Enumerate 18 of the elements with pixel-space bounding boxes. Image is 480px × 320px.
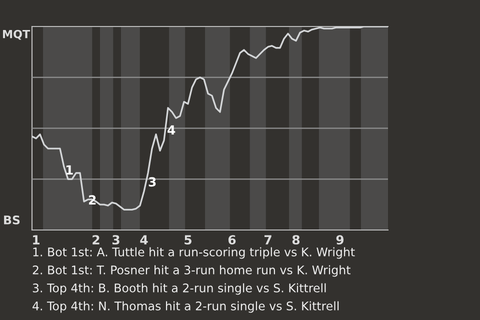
annotation: 1 (66, 165, 73, 174)
x-tick-label: 1 (33, 235, 40, 244)
text: BS (4, 215, 20, 224)
x-tick-label: 8 (292, 235, 300, 245)
x-tick-label: 5 (184, 235, 192, 245)
text: 4. Top 4th: N. Thomas hit a 2-run single vs S. Kittrell (32, 301, 339, 313)
x-tick-label: 4 (140, 235, 148, 244)
text: 1. Bot 1st: A. Tuttle hit a run-scoring triple vs K. Wright (33, 247, 355, 259)
annotation: 3 (148, 177, 156, 187)
x-tick-label: 7 (264, 235, 272, 244)
text: 2. Bot 1st: T. Posner hit a 3-run home run vs K. Wright (32, 265, 350, 277)
x-tick-label: 6 (228, 235, 236, 245)
text: MQT (3, 30, 30, 40)
x-tick-label: 3 (112, 235, 120, 245)
annotation: 4 (168, 125, 176, 134)
x-tick-label: 2 (92, 235, 100, 244)
text: 3. Top 4th: B. Booth hit a 2-run single vs S. Kittrell (32, 283, 326, 295)
x-tick-label: 9 (336, 235, 344, 245)
